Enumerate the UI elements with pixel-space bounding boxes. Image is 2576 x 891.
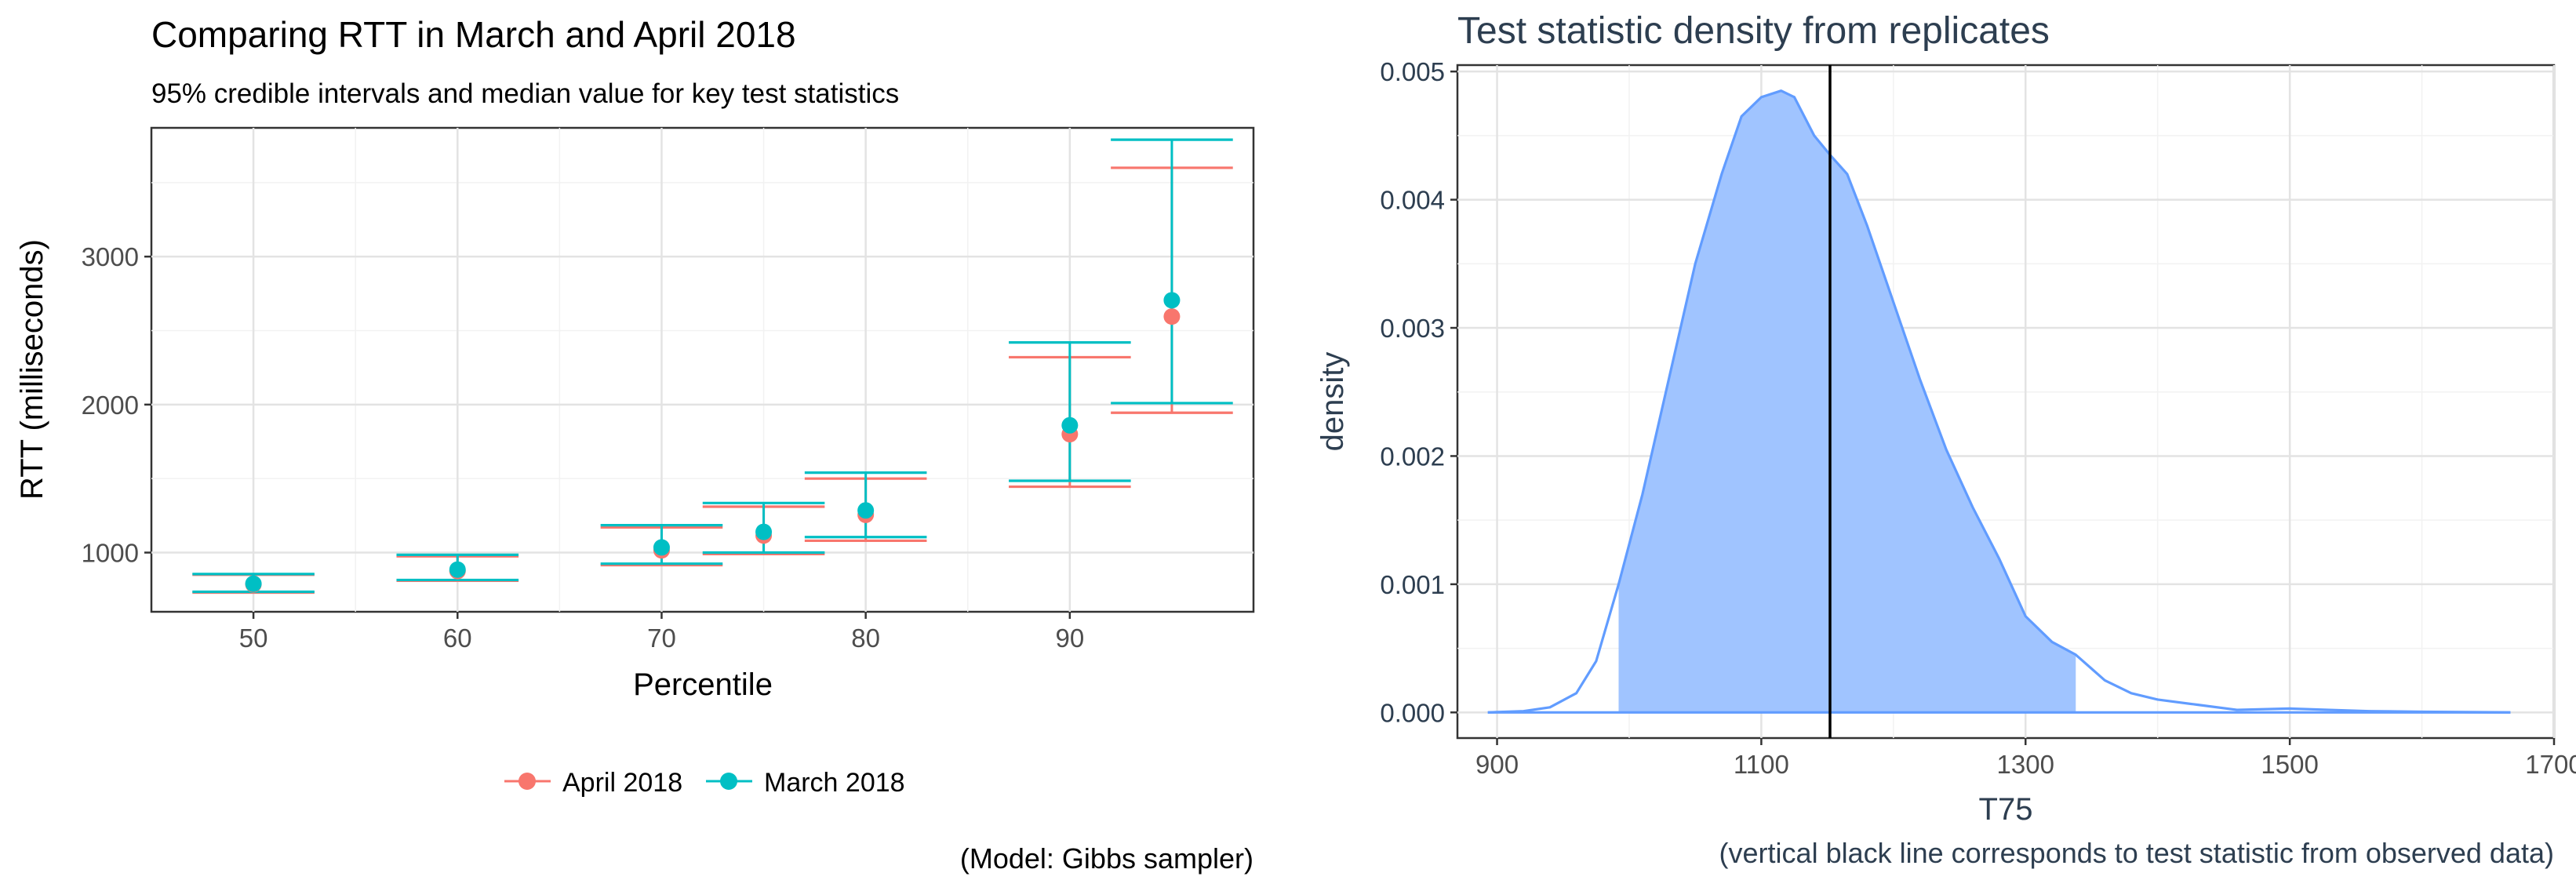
right-y-tick-label: 0.005 [1380, 57, 1445, 86]
left-chart-subtitle: 95% credible intervals and median value … [151, 78, 899, 109]
density-credible-interval-area [1618, 90, 2076, 713]
right-chart-title: Test statistic density from replicates [1457, 10, 2050, 52]
right-x-tick-label: 1500 [2261, 750, 2318, 779]
left-y-tick-labels: 1000 2000 3000 [82, 242, 139, 567]
right-y-tick-labels: 0.000 0.001 0.002 0.003 0.004 0.005 [1380, 57, 1445, 727]
density-chart: Test statistic density from replicates 0… [1315, 10, 2576, 869]
right-y-tick-label: 0.003 [1380, 314, 1445, 343]
right-y-tick-label: 0.001 [1380, 570, 1445, 599]
median-point-march-80 [857, 502, 875, 519]
median-point-march-95 [1163, 292, 1181, 309]
left-x-tick-labels: 50 60 70 80 90 [239, 624, 1084, 653]
left-x-tick-label: 70 [647, 624, 676, 653]
legend-label-march: March 2018 [764, 768, 905, 798]
left-y-tick-label: 2000 [82, 391, 139, 420]
left-plot-panel [150, 126, 1255, 613]
left-y-tick-label: 1000 [82, 539, 139, 568]
legend-label-april: April 2018 [562, 768, 682, 798]
right-x-tick-label: 1300 [1997, 750, 2054, 779]
right-y-tick-label: 0.002 [1380, 442, 1445, 471]
left-x-axis-label: Percentile [633, 667, 773, 702]
median-point-march-75 [755, 523, 773, 540]
left-y-tick-label: 3000 [82, 242, 139, 271]
right-x-axis-label: T75 [1979, 792, 2033, 827]
right-caption: (vertical black line corresponds to test… [1719, 837, 2554, 869]
left-marks [192, 138, 1233, 595]
left-x-tick-label: 90 [1055, 624, 1084, 653]
legend-key-april-point [518, 773, 536, 790]
median-point-march-90 [1061, 416, 1079, 434]
right-y-axis-label: density [1315, 352, 1350, 452]
median-point-march-50 [245, 575, 262, 592]
legend: April 2018 March 2018 [504, 768, 905, 798]
right-marks [1487, 65, 2511, 738]
left-x-tick-label: 60 [443, 624, 472, 653]
density-curve [1487, 89, 2511, 714]
left-y-axis-label: RTT (milliseconds) [15, 239, 49, 500]
left-x-tick-label: 50 [239, 624, 268, 653]
right-y-tick-label: 0.000 [1380, 698, 1445, 727]
median-point-march-70 [653, 539, 670, 556]
left-x-tick-label: 80 [851, 624, 880, 653]
rtt-comparison-chart: Comparing RTT in March and April 2018 95… [15, 14, 1255, 875]
right-x-tick-label: 1100 [1734, 750, 1789, 779]
left-caption: (Model: Gibbs sampler) [960, 842, 1253, 875]
legend-key-march-point [720, 773, 737, 790]
left-chart-title: Comparing RTT in March and April 2018 [151, 14, 796, 55]
right-x-tick-label: 900 [1475, 750, 1519, 779]
right-x-tick-labels: 900 1100 1300 1500 1700 [1475, 750, 2576, 779]
median-point-march-60 [449, 561, 466, 578]
median-point-april-95 [1163, 308, 1181, 325]
right-y-tick-label: 0.004 [1380, 186, 1445, 215]
right-x-tick-label: 1700 [2525, 750, 2576, 779]
